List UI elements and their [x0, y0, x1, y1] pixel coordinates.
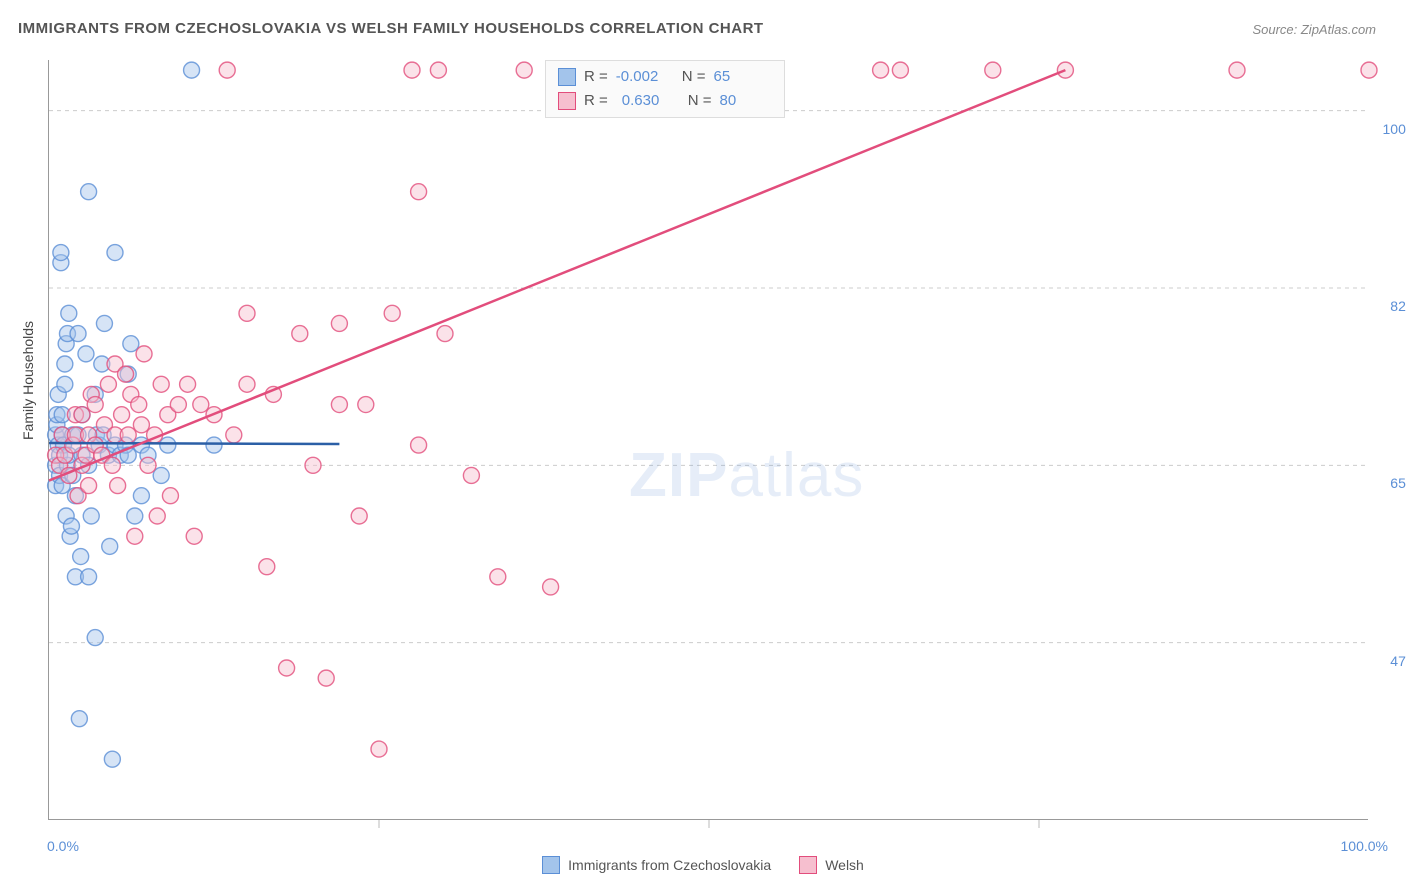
swatch-series-a-icon	[542, 856, 560, 874]
x-tick-label: 0.0%	[47, 838, 79, 854]
legend-item-series-b: Welsh	[799, 856, 864, 874]
source-attribution: Source: ZipAtlas.com	[1252, 22, 1376, 37]
y-tick-label: 82.5%	[1390, 298, 1406, 314]
swatch-series-b-icon	[799, 856, 817, 874]
y-tick-label: 47.5%	[1390, 653, 1406, 669]
swatch-series-a	[558, 68, 576, 86]
plot-area: ZIPatlas 47.5%65.0%82.5%100.0%0.0%100.0%	[48, 60, 1368, 820]
bottom-legend: Immigrants from Czechoslovakia Welsh	[0, 856, 1406, 874]
y-axis-label: Family Households	[20, 321, 36, 440]
swatch-series-b	[558, 92, 576, 110]
legend-row-series-a: R =-0.002 N =65	[558, 65, 772, 89]
x-tick-label: 100.0%	[1341, 838, 1388, 854]
scatter-chart-svg	[49, 60, 1369, 820]
correlation-legend: R =-0.002 N =65 R =0.630 N =80	[545, 60, 785, 118]
legend-item-series-a: Immigrants from Czechoslovakia	[542, 856, 771, 874]
chart-title: IMMIGRANTS FROM CZECHOSLOVAKIA VS WELSH …	[18, 20, 764, 37]
y-tick-label: 100.0%	[1383, 121, 1406, 137]
y-tick-label: 65.0%	[1390, 475, 1406, 491]
legend-row-series-b: R =0.630 N =80	[558, 89, 772, 113]
